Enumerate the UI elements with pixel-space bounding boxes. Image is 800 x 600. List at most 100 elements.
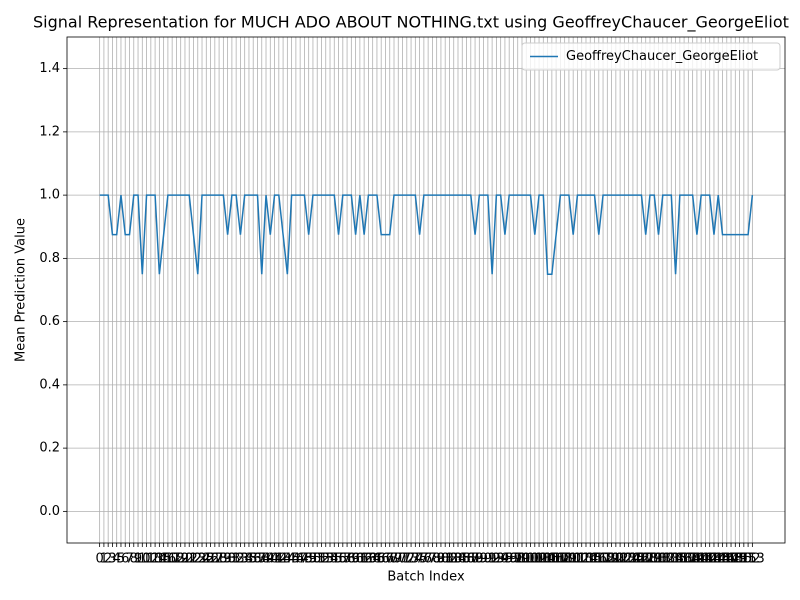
- x-tick-label: 123: [612, 552, 637, 567]
- x-tick-label: 104: [531, 552, 556, 567]
- x-tick-label: 83: [445, 552, 462, 567]
- x-tick-label: 99: [514, 552, 531, 567]
- x-tick-label: 115: [578, 552, 603, 567]
- x-tick-label: 82: [441, 552, 458, 567]
- x-tick-label: 84: [450, 552, 467, 567]
- x-tick-label: 9: [134, 552, 142, 567]
- x-tick-label: 55: [326, 552, 343, 567]
- x-tick-label: 71: [394, 552, 411, 567]
- y-tick-label: 0.4: [39, 377, 60, 392]
- x-tick-label: 39: [258, 552, 275, 567]
- x-tick-label: 50: [305, 552, 322, 567]
- x-tick-label: 32: [228, 552, 245, 567]
- x-tick-label: 112: [565, 552, 590, 567]
- x-tick-label: 58: [339, 552, 356, 567]
- x-tick-label: 102: [522, 552, 547, 567]
- x-tick-label: 65: [369, 552, 386, 567]
- x-tick-label: 88: [467, 552, 484, 567]
- x-tick-label: 61: [352, 552, 369, 567]
- x-tick-label: 0: [95, 552, 103, 567]
- x-tick-label: 137: [672, 552, 697, 567]
- x-tick-label: 116: [582, 552, 607, 567]
- plot-frame: [66, 36, 786, 544]
- x-tick-label: 20: [177, 552, 194, 567]
- chart-title: Signal Representation for MUCH ADO ABOUT…: [33, 13, 789, 33]
- x-tick-label: 114: [574, 552, 599, 567]
- x-tick-label: 18: [168, 552, 185, 567]
- x-tick-label: 30: [219, 552, 236, 567]
- x-tick-label: 108: [548, 552, 573, 567]
- x-tick-label: 142: [693, 552, 718, 567]
- x-tick-label: 87: [463, 552, 480, 567]
- x-tick-label: 38: [253, 552, 270, 567]
- x-tick-label: 80: [433, 552, 450, 567]
- x-tick-label: 19: [172, 552, 189, 567]
- y-axis-label: Mean Prediction Value: [14, 218, 29, 362]
- x-tick-label: 94: [492, 552, 509, 567]
- x-tick-label: 140: [684, 552, 709, 567]
- x-tick-label: 24: [194, 552, 211, 567]
- x-tick-label: 54: [322, 552, 339, 567]
- x-tick-label: 10: [134, 552, 151, 567]
- x-tick-label: 78: [424, 552, 441, 567]
- x-tick-label: 57: [335, 552, 352, 567]
- x-tick-label: 105: [535, 552, 560, 567]
- x-tick-label: 64: [364, 552, 381, 567]
- x-tick-label: 138: [676, 552, 701, 567]
- x-tick-label: 44: [279, 552, 296, 567]
- x-tick-label: 70: [390, 552, 407, 567]
- x-tick-label: 43: [275, 552, 292, 567]
- x-tick-label: 59: [343, 552, 360, 567]
- x-tick-label: 63: [360, 552, 377, 567]
- x-tick-label: 29: [215, 552, 232, 567]
- y-tick-label: 0.8: [39, 251, 60, 266]
- x-tick-label: 36: [245, 552, 262, 567]
- x-tick-label: 93: [488, 552, 505, 567]
- x-tick-label: 51: [309, 552, 326, 567]
- x-tick-label: 106: [539, 552, 564, 567]
- x-tick-label: 139: [680, 552, 705, 567]
- x-tick-label: 72: [399, 552, 416, 567]
- x-tick-label: 148: [719, 552, 744, 567]
- x-tick-label: 46: [288, 552, 305, 567]
- x-tick-label: 109: [552, 552, 577, 567]
- x-tick-label: 118: [591, 552, 616, 567]
- x-tick-label: 122: [608, 552, 633, 567]
- x-tick-label: 103: [527, 552, 552, 567]
- x-tick-label: 3: [108, 552, 116, 567]
- x-tick-label: 12: [143, 552, 160, 567]
- x-tick-label: 107: [544, 552, 569, 567]
- y-tick-label: 0.6: [39, 314, 60, 329]
- x-tick-label: 150: [727, 552, 752, 567]
- x-tick-label: 146: [710, 552, 735, 567]
- x-tick-label: 62: [356, 552, 373, 567]
- x-tick-label: 8: [130, 552, 138, 567]
- x-tick-label: 121: [603, 552, 628, 567]
- x-tick-label: 11: [138, 552, 155, 567]
- x-tick-label: 110: [557, 552, 582, 567]
- x-tick-label: 5: [117, 552, 125, 567]
- x-tick-label: 33: [232, 552, 249, 567]
- legend-label: GeoffreyChaucer_GeorgeEliot: [566, 49, 758, 64]
- x-tick-label: 60: [347, 552, 364, 567]
- x-tick-label: 135: [663, 552, 688, 567]
- x-tick-label: 74: [407, 552, 424, 567]
- x-tick-label: 119: [595, 552, 620, 567]
- x-tick-label: 96: [501, 552, 518, 567]
- x-tick-label: 101: [518, 552, 543, 567]
- x-tick-label: 131: [646, 552, 671, 567]
- x-tick-label: 37: [249, 552, 266, 567]
- x-tick-label: 117: [586, 552, 611, 567]
- x-tick-label: 68: [381, 552, 398, 567]
- x-tick-label: 129: [638, 552, 663, 567]
- x-tick-label: 4: [113, 552, 121, 567]
- x-tick-label: 143: [697, 552, 722, 567]
- x-tick-label: 56: [330, 552, 347, 567]
- x-tick-label: 77: [420, 552, 437, 567]
- x-tick-label: 79: [428, 552, 445, 567]
- x-tick-label: 91: [480, 552, 497, 567]
- x-tick-label: 73: [403, 552, 420, 567]
- x-tick-label: 95: [497, 552, 514, 567]
